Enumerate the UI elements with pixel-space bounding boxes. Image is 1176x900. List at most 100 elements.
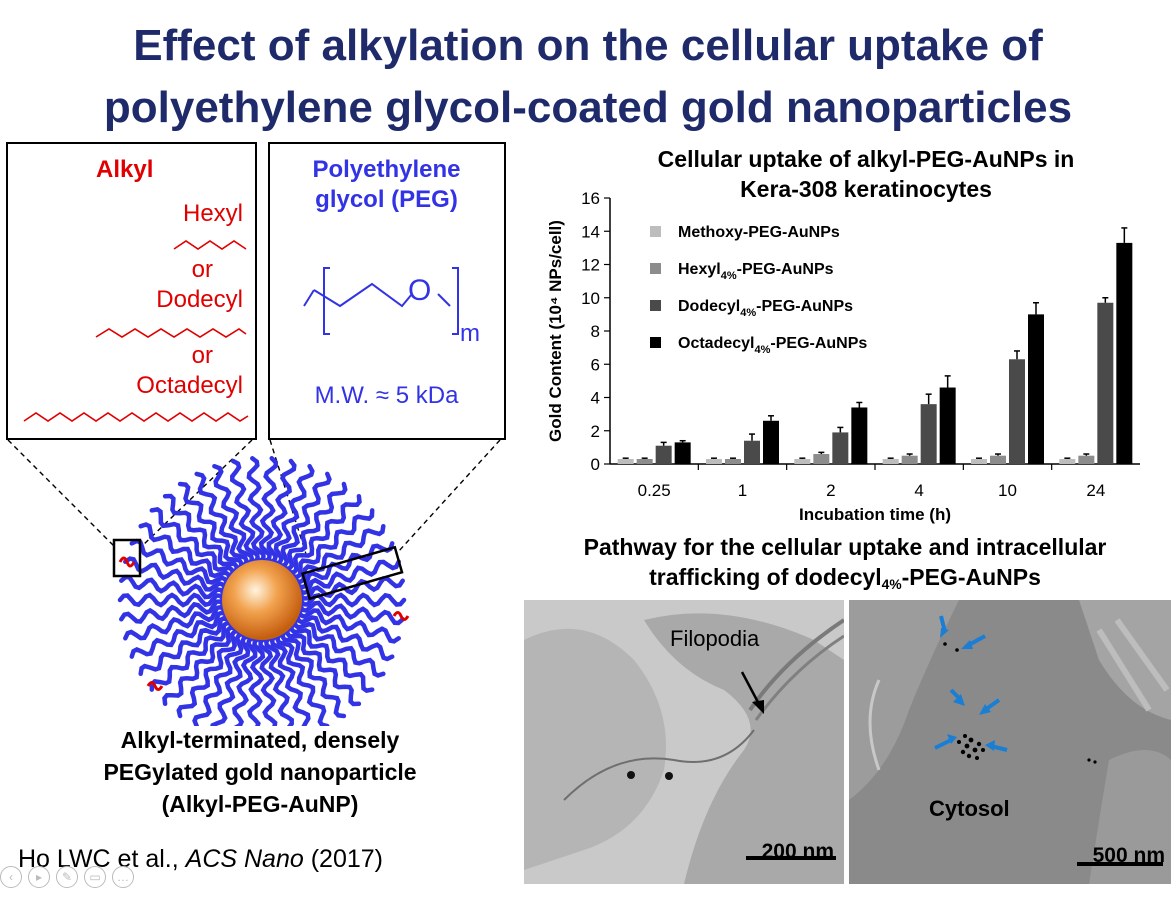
legend-label: Methoxy-PEG-AuNPs (678, 224, 840, 241)
nanoparticle-illustration (7, 439, 501, 726)
peg-chain (269, 633, 311, 726)
pathway-title-line-1: Pathway for the cellular uptake and intr… (583, 534, 1107, 560)
slides-icon[interactable]: ▭ (84, 866, 106, 888)
legend-swatch (650, 226, 661, 237)
peg-chain (129, 610, 230, 659)
peg-chain (297, 576, 405, 601)
pen-icon[interactable]: ✎ (56, 866, 78, 888)
peg-chain (176, 628, 243, 719)
bar (971, 459, 987, 464)
peg-chain (289, 508, 375, 580)
peg-chain (138, 615, 232, 677)
bar (674, 442, 691, 464)
pathway-title-line-2: trafficking of dodecyl4%-PEG-AuNPs (520, 562, 1170, 600)
peg-structure-icon (303, 267, 459, 335)
peg-molecular-weight: M.W. ≈ 5 kDa (314, 382, 459, 409)
prev-icon[interactable]: ‹ (0, 866, 22, 888)
peg-chain (289, 621, 375, 693)
x-tick-label: 0.25 (638, 481, 671, 500)
bar (832, 432, 849, 464)
tem-image-cytosol: Cytosol 500 nm (849, 600, 1171, 884)
peg-chain (232, 634, 258, 726)
legend-label: Octadecyl4%-PEG-AuNPs (678, 335, 867, 356)
y-tick-label: 0 (591, 455, 600, 474)
x-tick-label: 24 (1086, 481, 1105, 500)
peg-chain (292, 617, 386, 678)
x-tick-label: 2 (826, 481, 835, 500)
peg-chain (285, 625, 362, 707)
y-tick-label: 10 (581, 289, 600, 308)
peg-oxygen-label: O (408, 274, 432, 307)
alkyl-or-1: or (191, 256, 213, 283)
y-tick-label: 8 (591, 322, 600, 341)
peg-chain (177, 481, 244, 572)
bar (882, 459, 899, 464)
peg-chain (162, 625, 239, 707)
bar (1116, 242, 1133, 464)
peg-chain (280, 628, 347, 719)
peg-chain (272, 463, 315, 567)
x-tick-label: 1 (738, 481, 747, 500)
alkyl-heading: Alkyl (96, 156, 154, 183)
bar (763, 420, 779, 464)
peg-chain (274, 631, 330, 726)
peg-chain (149, 620, 235, 692)
slide-title-line-2: polyethylene glycol-coated gold nanopart… (103, 83, 1073, 132)
pathway-title: Pathway for the cellular uptake and intr… (520, 532, 1170, 600)
y-tick-label: 12 (581, 256, 600, 275)
bar (1097, 302, 1114, 464)
y-tick-label: 14 (581, 222, 600, 241)
peg-chain (263, 634, 294, 726)
peg-chain (296, 559, 401, 596)
peg-chain (123, 604, 228, 641)
peg-heading-line-1: Polyethylene (312, 156, 461, 183)
legend-label: Dodecyl4%-PEG-AuNPs (678, 298, 853, 319)
peg-chain (246, 635, 266, 726)
nanoparticle-caption-line-3: (Alkyl-PEG-AuNP) (161, 791, 359, 817)
nanoparticle-caption-line-2: PEGylated gold nanoparticle (103, 759, 417, 785)
filopodia-label: Filopodia (670, 626, 760, 651)
peg-chain (230, 458, 261, 566)
peg-chain (258, 635, 278, 726)
bar (990, 455, 1006, 464)
peg-chain (296, 608, 401, 644)
bar (725, 459, 741, 464)
peg-chain (277, 471, 332, 569)
play-icon[interactable]: ▸ (28, 866, 50, 888)
peg-chain (285, 493, 362, 575)
x-tick-label: 10 (998, 481, 1017, 500)
y-tick-label: 2 (591, 422, 600, 441)
legend-swatch (650, 337, 661, 348)
peg-chain (119, 599, 227, 624)
peg-chain (162, 493, 239, 575)
alkyl-zoom-box (112, 538, 142, 578)
pathway-title-line-2-post: -PEG-AuNPs (901, 564, 1041, 590)
more-icon[interactable]: … (112, 866, 134, 888)
peg-chain (149, 507, 235, 579)
bar (1059, 459, 1076, 464)
bar (813, 454, 830, 464)
hexyl-chain-icon (173, 240, 247, 250)
alkyl-hexyl-label: Hexyl (182, 200, 243, 227)
dodecyl-chain-icon (95, 328, 247, 338)
peg-chain (194, 471, 250, 569)
peg-chain (246, 456, 266, 565)
peg-chain (294, 612, 395, 662)
peg-repeat-subscript: m (460, 320, 480, 347)
scale-bar-200nm: 200 nm (761, 840, 834, 863)
chart-title-line-1: Cellular uptake of alkyl-PEG-AuNPs in (657, 146, 1075, 172)
nanoparticle-caption-line-1: Alkyl-terminated, densely (120, 727, 400, 753)
x-tick-label: 4 (914, 481, 923, 500)
chart-title: Cellular uptake of alkyl-PEG-AuNPs in Ke… (596, 144, 1136, 204)
bar (901, 455, 918, 464)
gold-core (222, 560, 302, 640)
peg-chain (119, 574, 227, 600)
slide-title-line-1: Effect of alkylation on the cellular upt… (133, 21, 1043, 70)
pathway-title-line-2-sub: 4% (881, 577, 902, 593)
peg-heading-line-2: glycol (PEG) (315, 186, 458, 213)
peg-chain (117, 592, 227, 608)
chart-title-line-2: Kera-308 keratinocytes (740, 176, 992, 202)
y-tick-label: 4 (591, 389, 600, 408)
bar (655, 445, 672, 464)
alkyl-box: Alkyl Hexyl or Dodecyl or Octadecyl (6, 142, 257, 440)
